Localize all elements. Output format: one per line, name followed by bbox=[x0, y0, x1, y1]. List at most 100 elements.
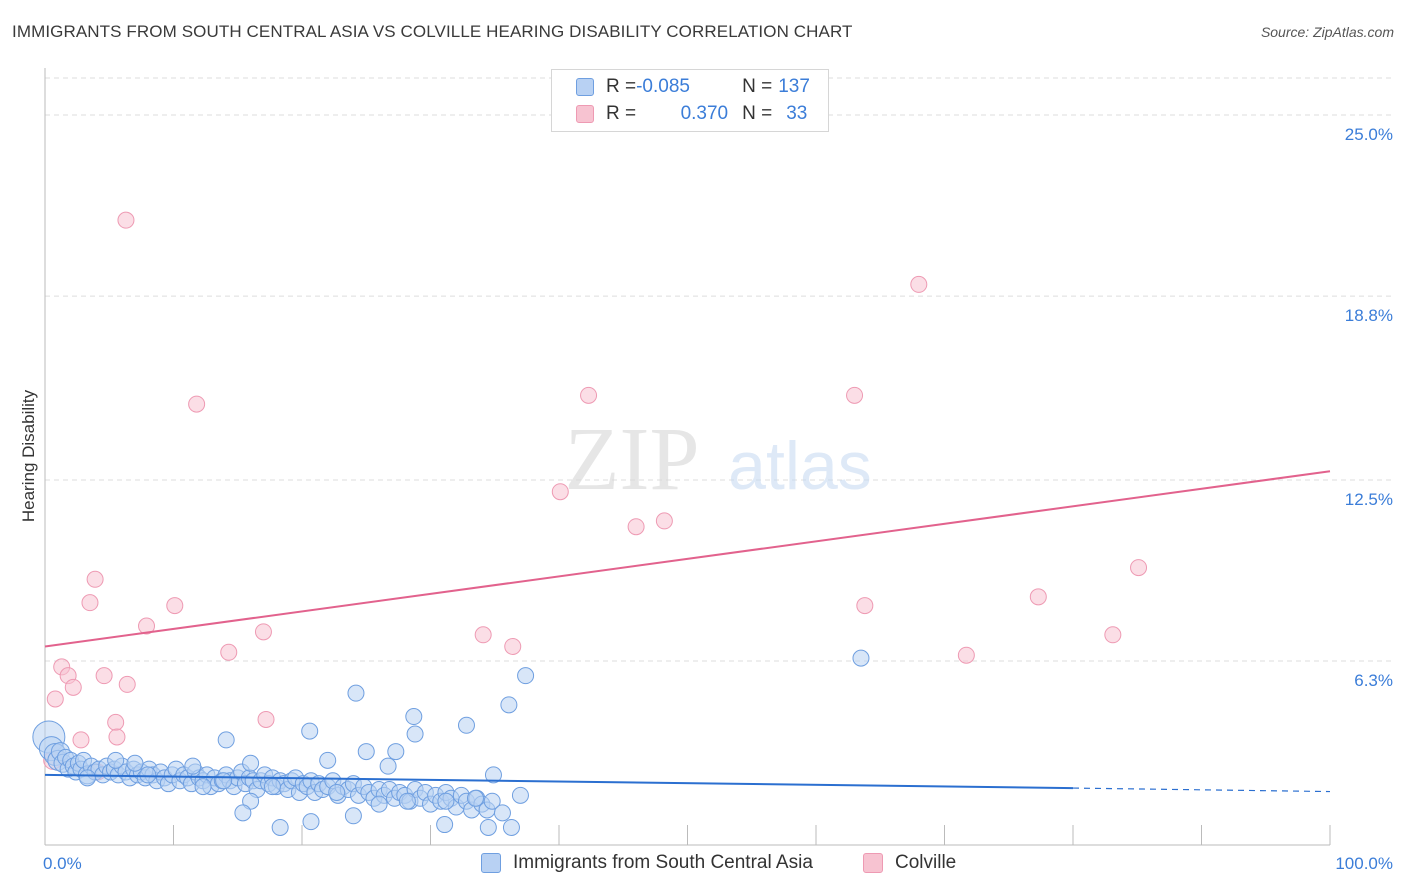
legend-n-label: N = bbox=[742, 76, 773, 97]
south-central-asia-point bbox=[437, 792, 455, 810]
south-central-asia-point bbox=[502, 818, 520, 836]
colville-point bbox=[81, 594, 99, 612]
south-central-asia-point bbox=[78, 769, 96, 787]
south-central-asia-point bbox=[484, 766, 502, 784]
south-central-asia-point bbox=[107, 751, 125, 769]
south-central-asia-point bbox=[517, 667, 535, 685]
colville-point bbox=[957, 646, 975, 664]
legend-item-south-central-asia[interactable]: Immigrants from South Central Asia bbox=[481, 852, 813, 874]
colville-point bbox=[138, 617, 156, 635]
legend-swatch-blue bbox=[576, 78, 594, 96]
trend-lines bbox=[44, 470, 1331, 793]
south-central-asia-point bbox=[357, 743, 375, 761]
south-central-asia-point bbox=[457, 716, 475, 734]
legend-n-value: 33 bbox=[786, 103, 808, 124]
colville-point bbox=[257, 710, 275, 728]
colville-point bbox=[910, 275, 928, 293]
colville-point bbox=[846, 386, 864, 404]
axes bbox=[44, 68, 1331, 846]
south-central-asia-point bbox=[379, 757, 397, 775]
y-tick-label: 25.0% bbox=[1345, 125, 1393, 144]
south-central-asia-point bbox=[483, 792, 501, 810]
colville-point bbox=[108, 728, 126, 746]
trend-extension-south-central-asia bbox=[1072, 787, 1331, 793]
colville-point bbox=[580, 386, 598, 404]
tick-labels: 6.3% 12.5% 18.8% 25.0% 0.0% 100.0% bbox=[43, 125, 1393, 873]
trend-line-south-central-asia bbox=[44, 773, 1074, 790]
south-central-asia-point bbox=[511, 786, 529, 804]
source-label: Source: ZipAtlas.com bbox=[1260, 24, 1394, 40]
colville-point bbox=[1130, 559, 1148, 577]
colville-point bbox=[655, 512, 673, 530]
south-central-asia-points bbox=[32, 649, 870, 836]
south-central-asia-point bbox=[126, 754, 144, 772]
legend-n-value: 137 bbox=[778, 76, 810, 97]
south-central-asia-point bbox=[347, 684, 365, 702]
south-central-asia-point bbox=[139, 766, 157, 784]
south-central-asia-point bbox=[234, 804, 252, 822]
gridlines bbox=[45, 77, 1392, 662]
colville-point bbox=[188, 395, 206, 413]
stats-legend: R = -0.085 N = 137 R = 0.370 N = 33 bbox=[551, 69, 829, 132]
colville-point bbox=[1104, 626, 1122, 644]
legend-swatch-pink bbox=[863, 853, 883, 873]
colville-point bbox=[220, 643, 238, 661]
south-central-asia-point bbox=[398, 792, 416, 810]
colville-point bbox=[474, 626, 492, 644]
south-central-asia-point bbox=[387, 743, 405, 761]
legend-r-label: R = bbox=[606, 103, 637, 124]
south-central-asia-point bbox=[319, 751, 337, 769]
y-tick-label: 18.8% bbox=[1345, 306, 1393, 325]
colville-point bbox=[95, 667, 113, 685]
south-central-asia-point bbox=[194, 778, 212, 796]
x-tick-label: 100.0% bbox=[1335, 854, 1393, 873]
south-central-asia-point bbox=[271, 818, 289, 836]
south-central-asia-point bbox=[215, 772, 233, 790]
south-central-asia-point bbox=[242, 754, 260, 772]
colville-point bbox=[118, 675, 136, 693]
y-tick-label: 12.5% bbox=[1345, 490, 1393, 509]
legend-item-colville[interactable]: Colville bbox=[863, 852, 956, 874]
legend-row-pink: R = 0.370 N = 33 bbox=[576, 102, 807, 126]
colville-points bbox=[43, 211, 1148, 781]
south-central-asia-point bbox=[328, 783, 346, 801]
south-central-asia-point bbox=[301, 722, 319, 740]
legend-row-blue: R = -0.085 N = 137 bbox=[576, 75, 810, 99]
chart-title: IMMIGRANTS FROM SOUTH CENTRAL ASIA VS CO… bbox=[12, 22, 853, 41]
colville-point bbox=[72, 731, 90, 749]
series-legend: Immigrants from South Central Asia Colvi… bbox=[0, 852, 1406, 878]
legend-r-value: -0.085 bbox=[636, 76, 690, 97]
south-central-asia-point bbox=[406, 725, 424, 743]
y-tick-label: 6.3% bbox=[1354, 671, 1393, 690]
colville-point bbox=[46, 690, 64, 708]
south-central-asia-point bbox=[184, 757, 202, 775]
south-central-asia-point bbox=[302, 813, 320, 831]
south-central-asia-point bbox=[493, 804, 511, 822]
legend-label-colville: Colville bbox=[895, 852, 957, 873]
south-central-asia-point bbox=[479, 818, 497, 836]
watermark-zip: ZIP bbox=[565, 410, 700, 509]
colville-point bbox=[86, 570, 104, 588]
colville-point bbox=[856, 597, 874, 615]
legend-n-label: N = bbox=[742, 103, 773, 124]
legend-label-south-central-asia: Immigrants from South Central Asia bbox=[513, 852, 813, 873]
x-tick-label: 0.0% bbox=[43, 854, 82, 873]
south-central-asia-point bbox=[344, 807, 362, 825]
colville-point bbox=[166, 597, 184, 615]
legend-swatch-blue bbox=[481, 853, 501, 873]
legend-swatch-pink bbox=[576, 105, 594, 123]
south-central-asia-point bbox=[370, 795, 388, 813]
colville-point bbox=[504, 637, 522, 655]
south-central-asia-point bbox=[217, 731, 235, 749]
colville-point bbox=[107, 713, 125, 731]
legend-r-label: R = bbox=[606, 76, 637, 97]
south-central-asia-point bbox=[263, 778, 281, 796]
south-central-asia-point bbox=[242, 792, 260, 810]
trend-line-colville bbox=[44, 470, 1331, 648]
legend-r-value: 0.370 bbox=[680, 103, 729, 124]
south-central-asia-point bbox=[500, 696, 518, 714]
watermark-atlas: atlas bbox=[728, 428, 872, 504]
south-central-asia-point bbox=[436, 816, 454, 834]
colville-point bbox=[551, 483, 569, 501]
colville-point bbox=[627, 518, 645, 536]
